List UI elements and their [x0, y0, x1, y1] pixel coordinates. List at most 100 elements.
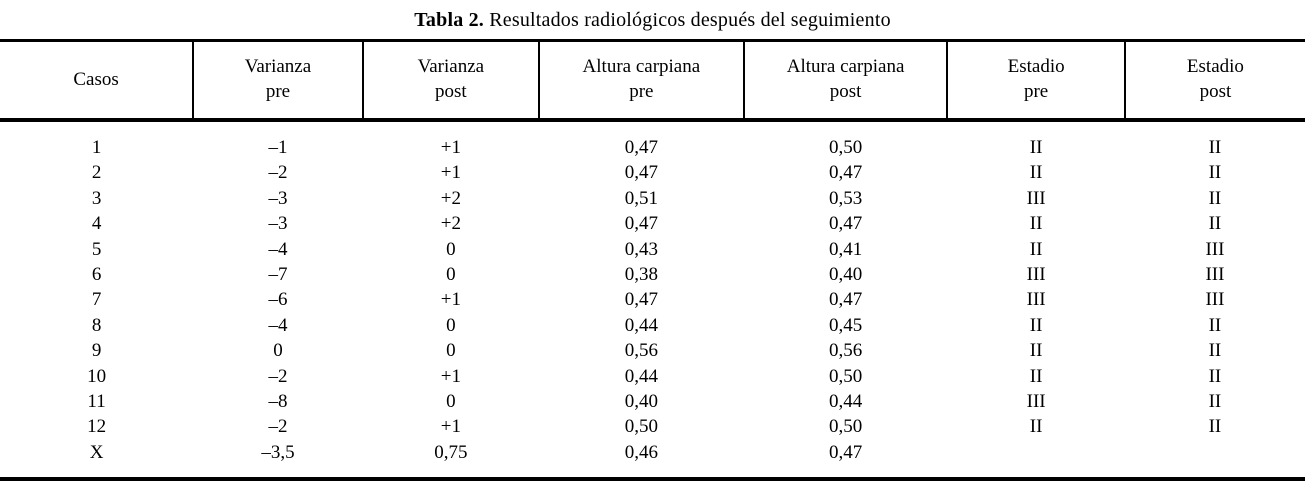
table-cell: 0 — [446, 238, 456, 260]
table-row: 2 –2 +1 0,47 0,47 II II — [0, 160, 1305, 185]
table-cell: –8 — [268, 391, 288, 413]
table-cell: 0,75 — [434, 441, 468, 463]
table-cell: 0,47 — [624, 289, 658, 311]
table-cell: 0,47 — [624, 137, 658, 158]
table-cell: II — [1029, 416, 1043, 438]
table-cell: +1 — [440, 289, 461, 311]
table-cell: 3 — [91, 187, 102, 209]
table-cell: –1 — [268, 137, 288, 158]
table-cell: +1 — [440, 137, 461, 158]
table-cell: II — [1208, 365, 1222, 387]
table-cell: –3 — [268, 187, 288, 209]
table-cell: 0 — [446, 340, 456, 362]
table-cell: II — [1208, 391, 1222, 413]
table-cell: +2 — [440, 187, 461, 209]
table-cell: II — [1208, 187, 1222, 209]
table-cell: 0,44 — [624, 314, 658, 336]
table-cell: III — [1026, 264, 1046, 286]
table-cell: II — [1029, 340, 1043, 362]
table-cell: –4 — [268, 238, 288, 260]
table-cell: II — [1208, 314, 1222, 336]
table-cell: II — [1208, 213, 1222, 235]
table-cell: 0,47 — [624, 162, 658, 184]
table-cell: 0,56 — [624, 340, 658, 362]
table-cell: 0,53 — [828, 187, 863, 209]
table-title: Tabla 2. Resultados radiológicos después… — [0, 0, 1305, 32]
table-cell: 0,47 — [828, 289, 863, 311]
table-header: Casos Varianza pre Varianza post Altura carpi… — [0, 40, 1305, 120]
table-cell: 6 — [91, 264, 102, 286]
table-row: 9 0 0 0,56 0,56 II II — [0, 338, 1305, 363]
table-row: X –3,5 0,75 0,46 0,47 — [0, 440, 1305, 479]
table-cell: 8 — [91, 314, 102, 336]
table-cell: II — [1208, 340, 1222, 362]
table-cell: 0,44 — [828, 391, 863, 413]
column-header: Altura carpiana post — [742, 40, 948, 120]
column-header: Varianza post — [361, 40, 539, 120]
table-cell: 0 — [446, 314, 456, 336]
table-title-number: Tabla 2. — [414, 9, 485, 31]
table-cell: 0,38 — [624, 264, 658, 286]
table-cell: 0,40 — [624, 391, 658, 413]
table-cell: 0,40 — [828, 264, 863, 286]
column-header: Estadio pre — [946, 40, 1125, 120]
table-cell: 5 — [91, 238, 102, 260]
table-cell: +1 — [440, 162, 461, 184]
table-cell: 0,46 — [624, 441, 658, 463]
column-header: Varianza pre — [192, 40, 363, 120]
table-cell: 0 — [273, 340, 283, 362]
table-cell: 0,45 — [828, 314, 863, 336]
table-cell: –7 — [268, 264, 288, 286]
table-cell: –2 — [268, 162, 288, 184]
table-cell: 9 — [91, 340, 102, 362]
table-cell: 0,47 — [828, 441, 863, 463]
table-cell: X — [89, 441, 104, 463]
table-cell: II — [1029, 365, 1043, 387]
table-cell: II — [1029, 314, 1043, 336]
table-cell: 10 — [87, 365, 107, 387]
table-cell: III — [1026, 391, 1046, 413]
table-cell: II — [1208, 162, 1222, 184]
table-row: 12 –2 +1 0,50 0,50 II II — [0, 414, 1305, 439]
table-header-row: Casos Varianza pre Varianza post Altura carpi… — [0, 40, 1305, 120]
table-cell: II — [1029, 238, 1043, 260]
table-cell: III — [1205, 289, 1225, 311]
table-cell: III — [1205, 264, 1225, 286]
table-cell: III — [1205, 238, 1225, 260]
table-row: 5 –4 0 0,43 0,41 II III — [0, 237, 1305, 262]
table-cell: III — [1026, 187, 1046, 209]
table-cell: +1 — [440, 416, 461, 438]
results-table: Casos Varianza pre Varianza post Altura carpi… — [0, 39, 1305, 482]
table-cell: 2 — [91, 162, 102, 184]
table-cell: 0 — [446, 391, 456, 413]
table-row: 8 –4 0 0,44 0,45 II II — [0, 313, 1305, 338]
table-cell: 0 — [446, 264, 456, 286]
table-cell: II — [1029, 137, 1043, 158]
table-title-text: Resultados radiológicos después del segu… — [484, 9, 891, 31]
table-cell: 0,47 — [828, 213, 863, 235]
table-cell: II — [1208, 137, 1222, 158]
table-cell: +2 — [440, 213, 461, 235]
table-cell: 0,41 — [828, 238, 863, 260]
table-cell: 0,50 — [624, 416, 658, 438]
table-cell: II — [1029, 162, 1043, 184]
table-cell: +1 — [440, 365, 461, 387]
table-cell: 7 — [91, 289, 102, 311]
table-row: 1 –1 +1 0,47 0,50 II II — [0, 120, 1305, 160]
table-cell: 1 — [91, 137, 102, 158]
table-cell: 0,51 — [624, 187, 658, 209]
table-cell: –4 — [268, 314, 288, 336]
table-row: 4 –3 +2 0,47 0,47 II II — [0, 211, 1305, 236]
table-cell: 12 — [87, 416, 107, 438]
table-cell: 0,43 — [624, 238, 658, 260]
table-cell: 0,47 — [828, 162, 863, 184]
table-row: 7 –6 +1 0,47 0,47 III III — [0, 287, 1305, 312]
table-cell: 11 — [87, 391, 106, 413]
table-cell — [1125, 440, 1305, 479]
table-cell: 0,50 — [828, 416, 863, 438]
table-cell — [947, 440, 1124, 479]
column-header: Estadio post — [1123, 40, 1305, 120]
table-cell: 0,56 — [828, 340, 863, 362]
column-header: Altura carpiana pre — [537, 40, 744, 120]
